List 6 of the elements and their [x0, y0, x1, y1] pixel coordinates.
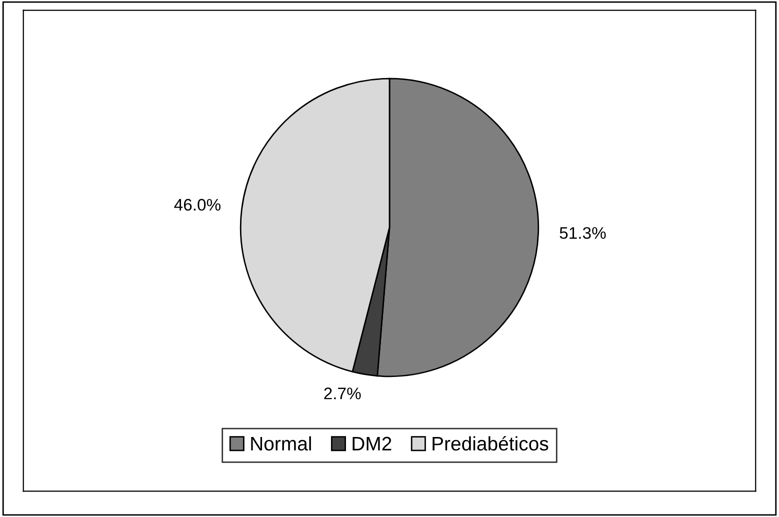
legend-label: Normal: [251, 436, 311, 451]
legend-label: Prediabéticos: [432, 436, 548, 451]
data-label: 2.7%: [324, 388, 361, 400]
data-label: 46.0%: [174, 198, 221, 211]
legend-label: DM2: [352, 436, 392, 450]
data-label: 51.3%: [560, 227, 606, 239]
